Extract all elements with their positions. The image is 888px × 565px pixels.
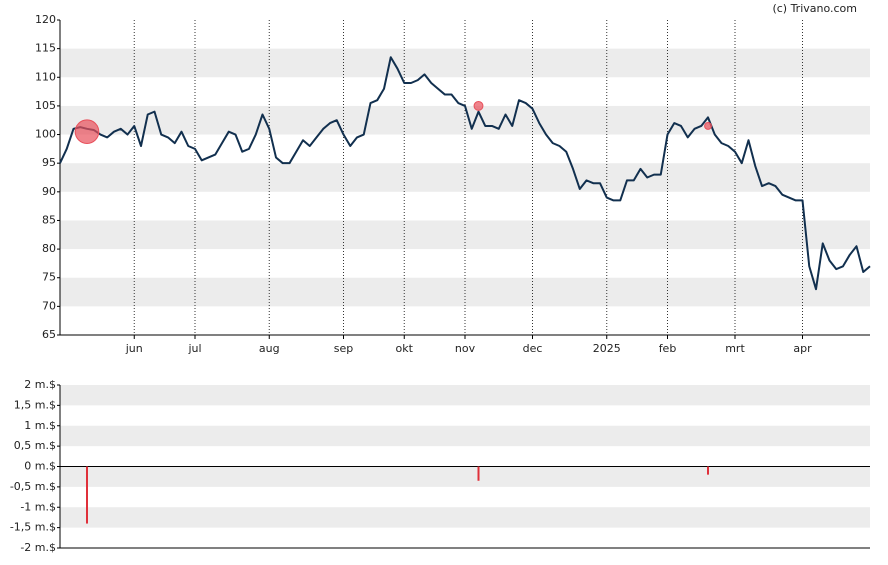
credit: (c) Trivano.com (772, 2, 857, 15)
trade-marker (704, 122, 712, 130)
band (60, 277, 870, 307)
y-tick-label: 1 m.$ (24, 419, 56, 432)
y-tick-label: 80 (42, 242, 56, 255)
y-tick-label: 0 m.$ (24, 460, 56, 473)
x-tick-label: okt (396, 342, 414, 355)
band (60, 385, 870, 406)
y-tick-label: 120 (35, 13, 56, 26)
y-tick-label: 65 (42, 328, 56, 341)
trade-marker (473, 100, 484, 111)
y-tick-label: 85 (42, 213, 56, 226)
y-tick-label: -1 m.$ (20, 500, 56, 513)
x-tick-label: mrt (725, 342, 745, 355)
y-tick-label: 70 (42, 299, 56, 312)
y-tick-label: 110 (35, 70, 56, 83)
x-tick-label: sep (334, 342, 353, 355)
x-tick-label: feb (659, 342, 677, 355)
y-tick-label: 95 (42, 156, 56, 169)
x-tick-label: aug (259, 342, 280, 355)
y-tick-label: 2 m.$ (24, 378, 56, 391)
x-tick-label: apr (793, 342, 812, 355)
bar (86, 466, 88, 524)
y-tick-label: 0,5 m.$ (14, 439, 56, 452)
y-tick-label: 100 (35, 128, 56, 141)
y-tick-label: -2 m.$ (20, 541, 56, 554)
x-tick-label: 2025 (593, 342, 621, 355)
y-tick-label: 105 (35, 99, 56, 112)
trade-marker (74, 119, 100, 144)
band (60, 425, 870, 447)
y-tick-label: -0,5 m.$ (10, 480, 56, 493)
y-tick-label: 115 (35, 42, 56, 55)
y-tick-label: 90 (42, 185, 56, 198)
y-tick-label: 1,5 m.$ (14, 398, 56, 411)
price-line (59, 56, 871, 291)
band (60, 220, 870, 250)
x-tick-label: jun (125, 342, 143, 355)
band (60, 466, 870, 487)
x-tick-label: dec (523, 342, 543, 355)
y-tick-label: 75 (42, 271, 56, 284)
bar (707, 466, 709, 475)
y-tick-label: -1,5 m.$ (10, 521, 56, 534)
x-tick-label: nov (455, 342, 476, 355)
bar (477, 466, 480, 481)
x-tick-label: jul (187, 342, 201, 355)
band (60, 507, 870, 528)
